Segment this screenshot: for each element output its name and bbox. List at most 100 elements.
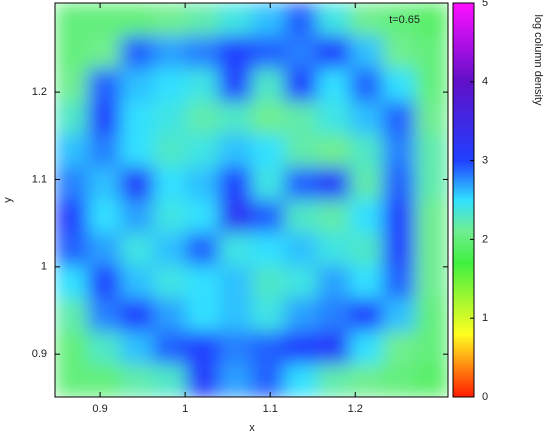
density-cell	[87, 101, 121, 135]
density-cell	[415, 3, 448, 37]
density-cell	[153, 298, 187, 332]
density-cell	[153, 35, 187, 70]
density-cell	[153, 134, 187, 168]
density-cell	[120, 134, 154, 168]
density-cell	[153, 331, 187, 365]
heatmap-area	[55, 3, 448, 397]
density-cell	[349, 167, 383, 201]
colorbar-tick-label: 1	[482, 312, 488, 324]
density-cell	[186, 3, 220, 37]
density-cell	[120, 3, 154, 37]
density-cell	[251, 232, 285, 267]
density-cell	[317, 3, 351, 37]
density-cell	[55, 134, 89, 168]
annotation: t=0.65	[389, 14, 420, 26]
density-cell	[55, 364, 89, 397]
density-cell	[415, 68, 448, 102]
density-cell	[153, 232, 187, 267]
y-tick-label: 1.2	[32, 86, 47, 98]
density-cell	[218, 232, 252, 267]
x-tick-label: 0.9	[92, 403, 107, 415]
density-cell	[284, 134, 318, 168]
density-cell	[317, 200, 351, 234]
density-cell	[251, 331, 285, 365]
y-axis-label: y	[2, 197, 14, 203]
density-cell	[251, 167, 285, 201]
density-cell	[317, 134, 351, 168]
density-cell	[120, 101, 154, 135]
density-cell	[415, 167, 448, 201]
density-cell	[120, 298, 154, 332]
density-cell	[284, 232, 318, 267]
y-tick-label: 1.1	[32, 173, 47, 185]
density-cell	[284, 200, 318, 234]
density-cell	[87, 364, 121, 397]
density-cell	[349, 265, 383, 299]
density-cell	[382, 232, 416, 267]
density-cell	[120, 331, 154, 365]
density-cell	[218, 35, 252, 70]
density-cell	[120, 200, 154, 234]
density-cell	[349, 3, 383, 37]
density-cell	[317, 167, 351, 201]
density-cell	[415, 364, 448, 397]
density-cell	[382, 101, 416, 135]
density-cell	[251, 134, 285, 168]
x-tick-label: 1	[182, 403, 188, 415]
plot-frame	[54, 2, 449, 398]
density-cell	[186, 68, 220, 102]
density-cell	[87, 200, 121, 234]
density-cell	[186, 101, 220, 135]
heatmap-cells	[55, 3, 448, 397]
density-cell	[349, 331, 383, 365]
density-cell	[284, 331, 318, 365]
density-cell	[382, 167, 416, 201]
density-cell	[218, 3, 252, 37]
density-cell	[218, 265, 252, 299]
x-tick-label: 1.1	[263, 403, 278, 415]
density-cell	[317, 35, 351, 70]
density-cell	[153, 3, 187, 37]
density-cell	[186, 331, 220, 365]
density-cell	[153, 68, 187, 102]
density-cell	[349, 134, 383, 168]
density-cell	[120, 265, 154, 299]
density-cell	[120, 232, 154, 267]
density-cell	[284, 101, 318, 135]
density-cell	[55, 331, 89, 365]
density-cell	[382, 364, 416, 397]
density-cell	[415, 200, 448, 234]
density-cell	[55, 265, 89, 299]
density-cell	[87, 134, 121, 168]
density-cell	[218, 167, 252, 201]
density-cell	[87, 331, 121, 365]
density-cell	[284, 3, 318, 37]
density-cell	[218, 68, 252, 102]
density-cell	[55, 35, 89, 70]
density-cell	[55, 101, 89, 135]
density-cell	[251, 364, 285, 397]
density-cell	[382, 265, 416, 299]
density-cell	[153, 364, 187, 397]
density-cell	[218, 364, 252, 397]
density-cell	[415, 265, 448, 299]
density-cell	[87, 298, 121, 332]
density-cell	[218, 331, 252, 365]
x-tick-label: 1.2	[348, 403, 363, 415]
density-cell	[87, 68, 121, 102]
density-cell	[317, 331, 351, 365]
density-cell	[186, 35, 220, 70]
density-cell	[317, 364, 351, 397]
density-cell	[382, 200, 416, 234]
colorbar-tick-label: 3	[482, 155, 488, 167]
density-cell	[120, 35, 154, 70]
density-cell	[186, 200, 220, 234]
density-cell	[218, 200, 252, 234]
density-cell	[349, 232, 383, 267]
density-cell	[218, 298, 252, 332]
colorbar-tick-label: 4	[482, 76, 488, 88]
density-cell	[415, 35, 448, 70]
density-cell	[382, 68, 416, 102]
density-cell	[349, 364, 383, 397]
